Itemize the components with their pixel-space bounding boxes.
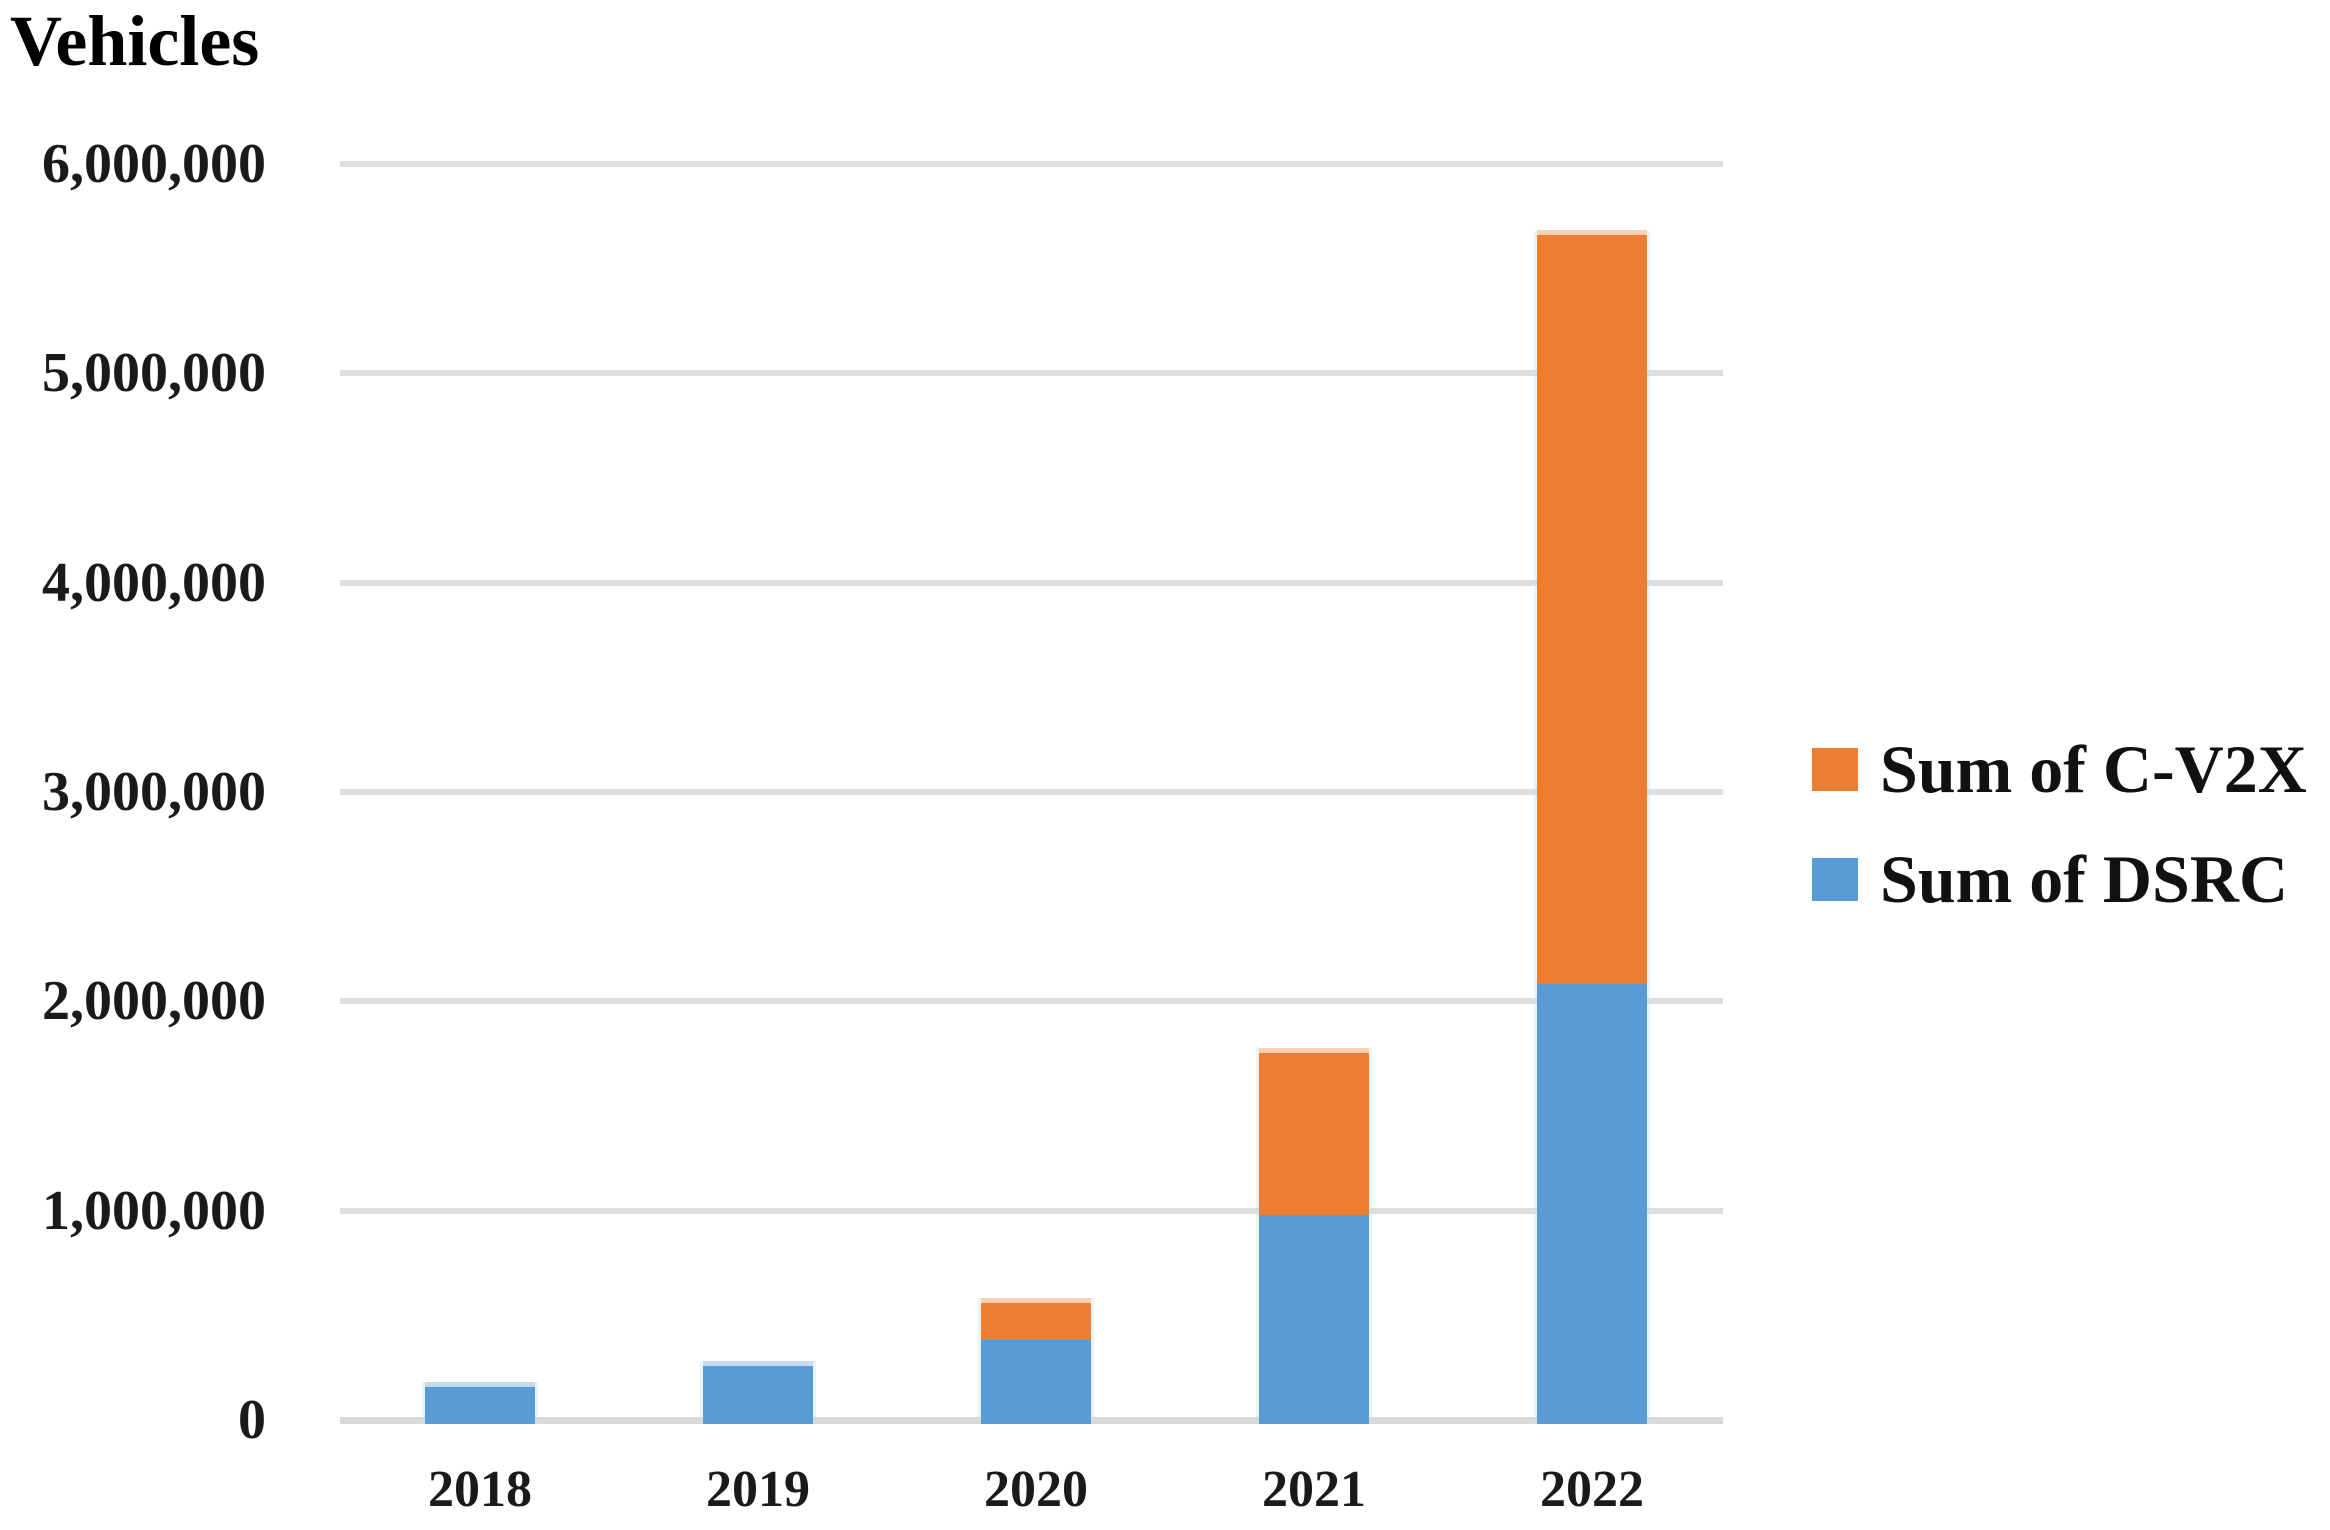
legend-swatch-icon xyxy=(1812,747,1858,791)
legend-label: Sum of C-V2X xyxy=(1880,731,2307,807)
gridline-5000000 xyxy=(340,370,1723,376)
x-axis-tick-label-2022: 2022 xyxy=(1540,1461,1644,1518)
y-axis-tick-label: 6,000,000 xyxy=(42,133,266,195)
bar-stack-2019 xyxy=(703,1361,813,1424)
gridline-1000000 xyxy=(340,1208,1723,1214)
bar-stack-2022 xyxy=(1537,230,1647,1424)
bar-segment-2019-sum-of-dsrc xyxy=(703,1361,813,1424)
y-axis-tick-label: 1,000,000 xyxy=(42,1180,266,1242)
legend-row-sum-of-c-v2x: Sum of C-V2X xyxy=(1812,731,2307,807)
legend-row-sum-of-dsrc: Sum of DSRC xyxy=(1812,841,2307,917)
y-axis-tick-label: 4,000,000 xyxy=(42,552,266,614)
chart-title: Vehicles xyxy=(10,1,260,81)
bar-segment-2021-sum-of-dsrc xyxy=(1259,1215,1369,1424)
bar-segment-2022-sum-of-dsrc xyxy=(1537,984,1647,1424)
legend: Sum of C-V2X Sum of DSRC xyxy=(1812,731,2307,917)
y-axis-tick-label: 2,000,000 xyxy=(42,970,266,1032)
y-axis-tick-label: 3,000,000 xyxy=(42,761,266,823)
bar-stack-2021 xyxy=(1259,1047,1369,1424)
gridline-6000000 xyxy=(340,161,1723,167)
gridline-4000000 xyxy=(340,580,1723,586)
bar-segment-2018-sum-of-dsrc xyxy=(425,1382,535,1424)
legend-swatch-icon xyxy=(1812,857,1858,901)
bar-segment-2022-sum-of-c-v2x xyxy=(1537,230,1647,984)
y-axis-tick-label: 0 xyxy=(238,1389,266,1451)
bar-segment-2021-sum-of-c-v2x xyxy=(1259,1048,1369,1215)
x-axis-tick-label-2018: 2018 xyxy=(428,1461,532,1518)
bar-segment-2020-sum-of-dsrc xyxy=(981,1340,1091,1424)
gridline-3000000 xyxy=(340,789,1723,795)
bar-segment-2020-sum-of-c-v2x xyxy=(981,1298,1091,1340)
bar-stack-2020 xyxy=(981,1298,1091,1424)
y-axis-tick-label: 5,000,000 xyxy=(42,342,266,404)
x-axis-tick-label-2021: 2021 xyxy=(1262,1461,1366,1518)
legend-label: Sum of DSRC xyxy=(1880,841,2289,917)
gridline-2000000 xyxy=(340,998,1723,1004)
x-axis-tick-label-2020: 2020 xyxy=(984,1461,1088,1518)
bar-stack-2018 xyxy=(425,1382,535,1424)
x-axis-tick-label-2019: 2019 xyxy=(706,1461,810,1518)
